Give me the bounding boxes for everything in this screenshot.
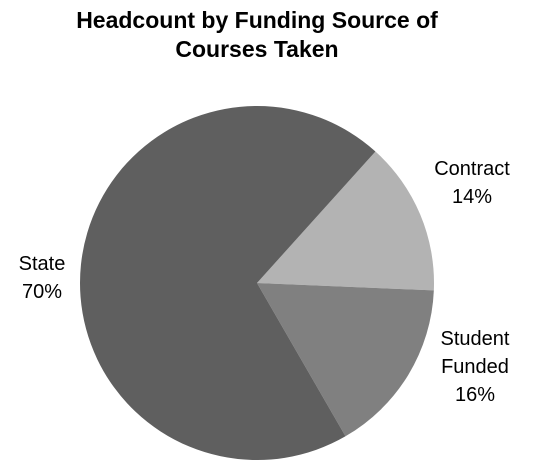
slice-label: State 70% bbox=[0, 250, 87, 306]
pie-slice bbox=[79, 105, 376, 460]
slice-value: 16% bbox=[454, 384, 496, 406]
slice-category: State bbox=[18, 253, 66, 275]
slice-value: 14% bbox=[451, 186, 493, 208]
chart-title: Headcount by Funding Source of Courses T… bbox=[76, 7, 438, 62]
slice-label: Contract 14% bbox=[427, 155, 517, 211]
slice-value: 70% bbox=[21, 281, 63, 303]
slice-category: Contract bbox=[434, 158, 510, 180]
pie-slice bbox=[257, 283, 434, 437]
slice-label: Student Funded 16% bbox=[425, 325, 525, 409]
slice-category: Student Funded bbox=[440, 328, 510, 378]
pie-slice bbox=[257, 151, 434, 291]
